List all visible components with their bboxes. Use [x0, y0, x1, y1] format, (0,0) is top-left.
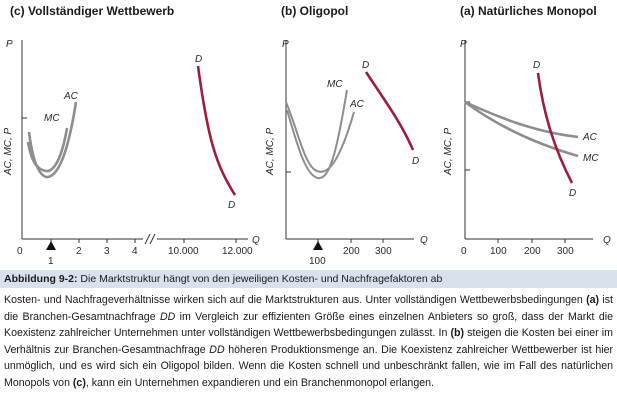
marker-label: 100	[309, 256, 326, 267]
body-text-segment: ist die Branchen-Gesamtnachfrage	[4, 294, 613, 323]
figure-diagrams: (c) Vollständiger Wettbewerb P AC, MC, P…	[3, 4, 611, 267]
body-text-segment: im Vergleich zur effizienten Größe eines…	[4, 310, 613, 340]
x-tick-label: 2	[76, 246, 82, 257]
x-tick-label: 12.000	[222, 246, 253, 257]
panel-oligopoly: (b) Oligopol P AC, MC, P MC AC D D 200 3…	[265, 4, 428, 267]
panel-title: (b) Oligopol	[281, 4, 348, 18]
figure-caption: Abbildung 9-2: Die Marktstruktur hängt v…	[0, 270, 617, 288]
y-axis-top-label: P	[6, 39, 13, 50]
demand-label: D	[533, 60, 540, 71]
figure-description: Kosten- und Nachfrageverhältnisse wirken…	[4, 292, 613, 392]
panel-natural-monopoly: (a) Natürliches Monopol P AC, MC, P D AC…	[443, 4, 611, 257]
mc-curve	[464, 100, 579, 158]
body-text-segment: höheren Produktionsmenge an. Die Koexist…	[4, 343, 613, 389]
mc-label: MC	[583, 153, 599, 164]
mc-curve	[286, 89, 348, 180]
mc-label: MC	[44, 113, 60, 124]
x-axis-label: Q	[603, 235, 611, 246]
x-tick-label: 200	[524, 246, 541, 257]
figure-number: Abbildung 9-2:	[4, 273, 78, 285]
body-text-segment: , kann ein Unternehmen expandieren und e…	[85, 376, 434, 389]
x-tick-label: 0	[461, 246, 467, 257]
panel-title: (c) Vollständiger Wettbewerb	[10, 4, 174, 18]
body-text-term: DD	[209, 343, 225, 356]
ac-curve	[464, 100, 579, 139]
mc-curve	[26, 127, 69, 173]
x-tick-label: 100	[490, 246, 507, 257]
demand-curve	[536, 72, 574, 184]
demand-curve	[364, 71, 415, 151]
ac-label: AC	[349, 99, 365, 110]
body-text-ref: (a)	[586, 294, 600, 306]
y-axis-label: AC, MC, P	[443, 127, 454, 176]
x-tick-label: 200	[343, 246, 360, 257]
y-axis-label: AC, MC, P	[265, 127, 276, 176]
ac-curve	[285, 101, 355, 173]
y-axis-label: AC, MC, P	[3, 127, 14, 176]
body-text-segment: Kosten- und Nachfrageverhältnisse wirken…	[4, 294, 587, 306]
x-tick-label: 3	[104, 246, 110, 257]
body-text-ref: (b)	[450, 327, 465, 340]
panel-perfect-competition: (c) Vollständiger Wettbewerb P AC, MC, P…	[3, 4, 260, 267]
body-text-term: DD	[159, 310, 176, 323]
demand-label: D	[228, 200, 235, 211]
x-tick-label: 1	[48, 256, 54, 267]
demand-label: D	[569, 188, 576, 199]
x-axis-label: Q	[252, 235, 260, 246]
body-text-ref: (c)	[72, 376, 86, 389]
caption-text: Die Marktstruktur hängt von den jeweilig…	[77, 273, 443, 285]
ac-label: AC	[63, 91, 79, 102]
x-tick-label: 0	[17, 246, 23, 257]
panel-title: (a) Natürliches Monopol	[460, 4, 597, 18]
axis-break-mark	[149, 233, 156, 245]
output-marker-triangle	[313, 241, 323, 250]
mc-label: MC	[327, 79, 343, 90]
y-axis-top-label: P	[460, 39, 467, 50]
x-tick-label: 4	[132, 246, 138, 257]
axis-break-mark	[144, 233, 151, 245]
demand-label: D	[195, 54, 202, 65]
demand-label: D	[362, 60, 369, 71]
body-text-segment: steigen die Kosten bei einer im Verhältn…	[4, 327, 613, 356]
demand-curve	[196, 65, 237, 196]
ac-curve	[27, 101, 78, 179]
x-axis-label: Q	[420, 235, 428, 246]
x-tick-label: 10.000	[168, 246, 199, 257]
demand-label: D	[412, 156, 419, 167]
x-tick-label: 300	[375, 246, 392, 257]
ac-label: AC	[582, 132, 598, 143]
output-marker-triangle	[46, 241, 56, 250]
x-tick-label: 300	[557, 246, 574, 257]
